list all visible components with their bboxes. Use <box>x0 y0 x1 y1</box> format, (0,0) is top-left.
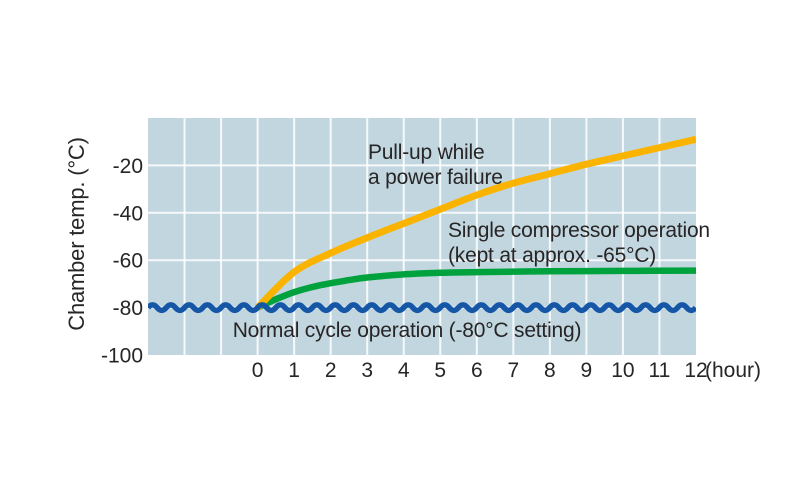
y-tick-label: -20 <box>113 155 143 178</box>
data-curves <box>148 135 696 314</box>
x-tick-label: 0 <box>252 359 264 382</box>
x-tick-label: 3 <box>361 359 373 382</box>
series-curve-1 <box>255 135 696 311</box>
single-compressor-label: (kept at approx. -65°C) <box>448 244 656 267</box>
y-tick-label: -60 <box>113 250 143 273</box>
pullup-label: a power failure <box>368 166 503 189</box>
axis-tick-labels: 0 1 2 3 4 5 6 7 8 9 10 11 12-20-40-60-80-100 <box>101 155 708 382</box>
x-tick-label: 12 <box>684 359 707 382</box>
x-tick-label: 2 <box>325 359 337 382</box>
x-tick-label: 9 <box>581 359 593 382</box>
y-axis-title: Chamber temp. (°C) <box>64 137 89 330</box>
x-axis-unit-label: (hour) <box>705 359 761 382</box>
x-tick-label: 8 <box>544 359 556 382</box>
x-tick-label: 11 <box>649 359 671 382</box>
x-tick-label: 10 <box>611 359 634 382</box>
x-tick-label: 4 <box>398 359 410 382</box>
series-curve-2 <box>148 302 696 314</box>
y-tick-label: -40 <box>113 202 143 225</box>
y-tick-label: -80 <box>113 297 143 320</box>
y-tick-label: -100 <box>101 345 143 368</box>
series-curve-0 <box>256 267 696 311</box>
x-tick-label: 5 <box>434 359 446 382</box>
normal-cycle-label: Normal cycle operation (-80°C setting) <box>233 319 582 342</box>
x-tick-label: 7 <box>507 359 519 382</box>
x-tick-label: 1 <box>288 359 300 382</box>
x-tick-label: 6 <box>471 359 483 382</box>
single-compressor-label: Single compressor operation <box>448 219 710 242</box>
pullup-label: Pull-up while <box>368 141 484 164</box>
